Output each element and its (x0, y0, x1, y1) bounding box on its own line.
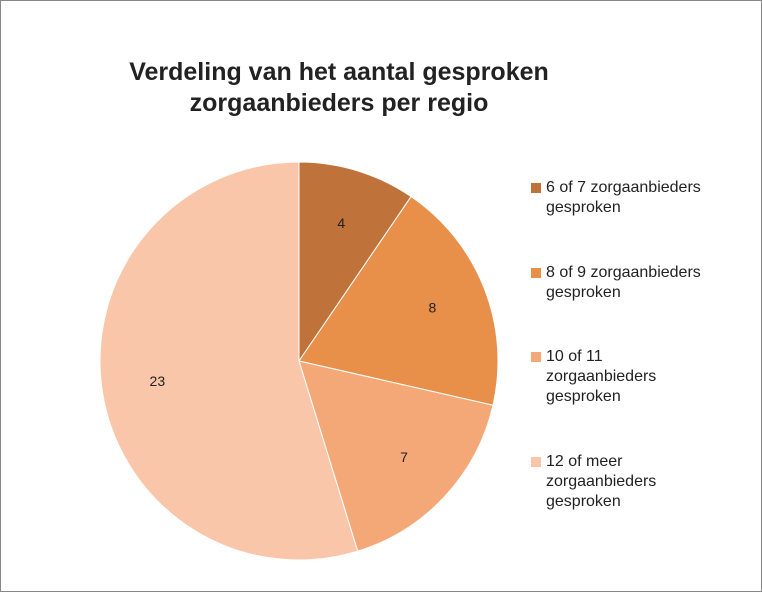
data-label: 4 (337, 215, 345, 231)
pie-slice (298, 360, 494, 552)
legend-item: 8 of 9 zorgaanbieders gesproken (531, 263, 731, 303)
data-label: 23 (150, 373, 166, 389)
pie-slice (99, 161, 359, 561)
legend-label: 10 of 11 zorgaanbieders gesproken (546, 348, 657, 405)
legend-item: 10 of 11 zorgaanbieders gesproken (531, 347, 731, 407)
legend-label: 12 of meer zorgaanbieders gesproken (546, 453, 657, 510)
chart-title: Verdeling van het aantal gesproken zorga… (129, 58, 549, 117)
legend-label: 8 of 9 zorgaanbieders gesproken (546, 264, 701, 301)
data-label: 8 (428, 299, 436, 315)
legend-swatch (531, 183, 541, 193)
pie-slice (298, 161, 412, 363)
legend-swatch (531, 457, 541, 467)
legend-swatch (531, 352, 541, 362)
legend-swatch (531, 268, 541, 278)
legend-label: 6 of 7 zorgaanbieders gesproken (546, 179, 701, 216)
pie-slice (298, 195, 499, 406)
legend-item: 12 of meer zorgaanbieders gesproken (531, 452, 731, 512)
data-label: 7 (400, 449, 408, 465)
legend-item: 6 of 7 zorgaanbieders gesproken (531, 178, 731, 218)
